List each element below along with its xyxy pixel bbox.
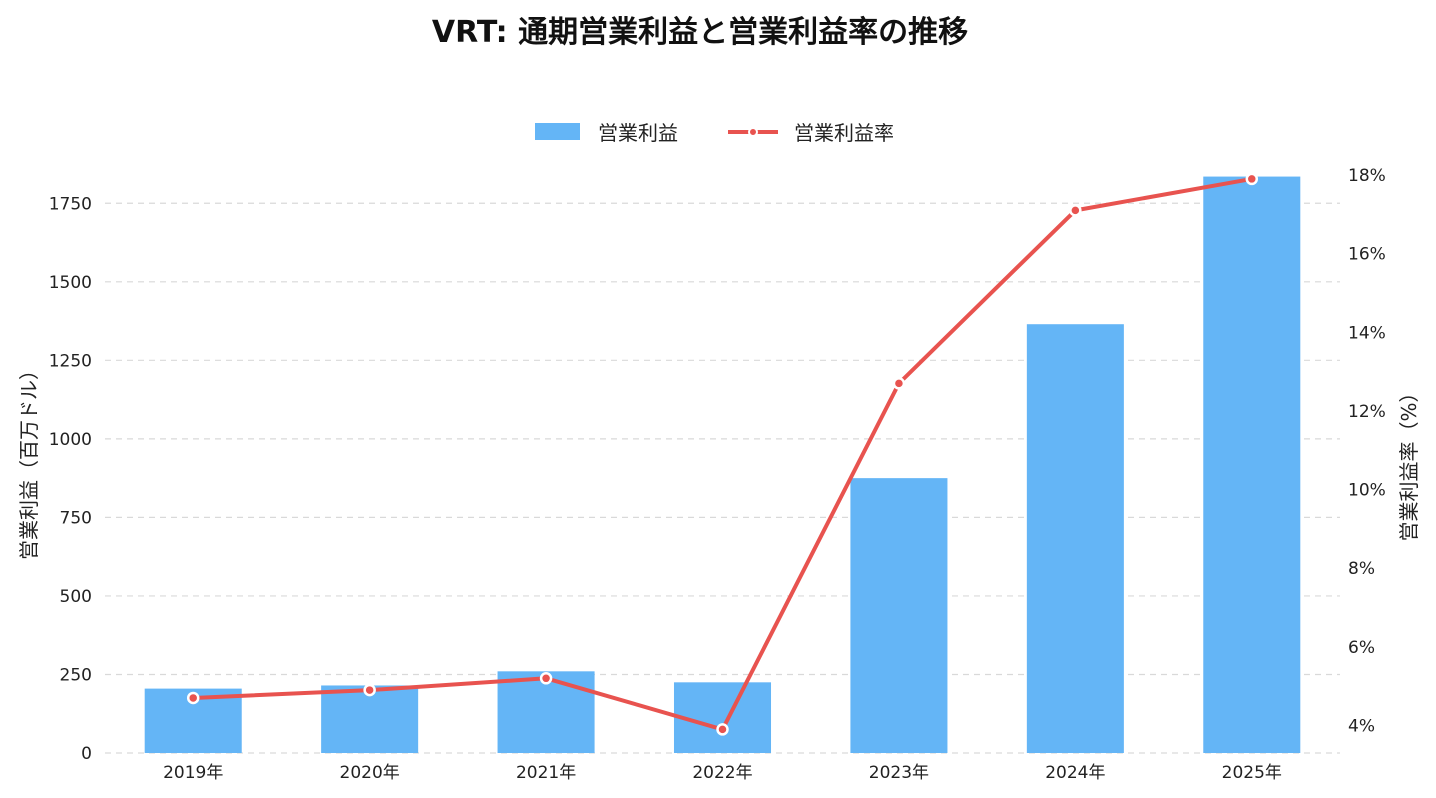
x-tick-label: 2025年	[1222, 763, 1282, 783]
x-tick-label: 2023年	[869, 763, 929, 783]
x-tick-label: 2020年	[340, 763, 400, 783]
chart-title: VRT: 通期営業利益と営業利益率の推移	[432, 15, 968, 50]
legend-bar-swatch	[535, 123, 580, 140]
right-axis-label: 営業利益率（%）	[1397, 382, 1421, 541]
line-point	[186, 691, 200, 705]
x-axis-ticks: 2019年 2020年 2021年 2022年 2023年 2024年 2025年	[163, 763, 1282, 783]
left-tick-label: 1750	[49, 194, 92, 214]
bar	[1026, 324, 1124, 753]
right-tick-label: 10%	[1348, 481, 1386, 501]
right-tick-label: 8%	[1348, 559, 1375, 579]
left-tick-label: 1250	[49, 351, 92, 371]
x-tick-label: 2024年	[1045, 763, 1105, 783]
bar	[321, 685, 419, 753]
bar-series	[144, 176, 1301, 753]
line-point	[892, 377, 906, 390]
left-tick-label: 1500	[49, 273, 92, 293]
x-tick-label: 2021年	[516, 763, 576, 783]
bar	[850, 478, 948, 753]
legend-line-label: 営業利益率	[794, 121, 894, 145]
left-axis-label: 営業利益（百万ドル）	[17, 360, 41, 560]
left-axis-ticks: 0 250 500 750 1000 1250 1500 1750	[49, 194, 92, 764]
bar	[673, 682, 772, 753]
right-tick-label: 16%	[1348, 245, 1386, 265]
right-tick-label: 14%	[1348, 323, 1386, 343]
line-point	[539, 672, 553, 685]
x-tick-label: 2022年	[692, 763, 752, 783]
right-tick-label: 4%	[1348, 716, 1375, 736]
line-point	[363, 683, 376, 697]
bar	[497, 671, 595, 753]
legend-line-marker	[748, 127, 758, 137]
left-tick-label: 500	[60, 587, 92, 607]
line-point	[716, 723, 729, 736]
left-tick-label: 1000	[49, 430, 92, 450]
bar	[1203, 176, 1301, 753]
right-tick-label: 18%	[1348, 166, 1386, 186]
x-tick-label: 2019年	[163, 763, 223, 783]
line-series	[186, 172, 1259, 736]
legend-bar-label: 営業利益	[598, 121, 678, 145]
line-point	[1245, 172, 1259, 186]
left-tick-label: 250	[60, 665, 92, 685]
right-axis-ticks: 4% 6% 8% 10% 12% 14% 16% 18%	[1348, 166, 1386, 736]
legend: 営業利益 営業利益率	[535, 121, 894, 145]
left-tick-label: 0	[81, 744, 92, 764]
right-tick-label: 6%	[1348, 638, 1375, 658]
grid-lines	[105, 202, 1340, 754]
left-tick-label: 750	[60, 508, 92, 528]
right-tick-label: 12%	[1348, 402, 1386, 422]
line-point	[1069, 204, 1082, 217]
